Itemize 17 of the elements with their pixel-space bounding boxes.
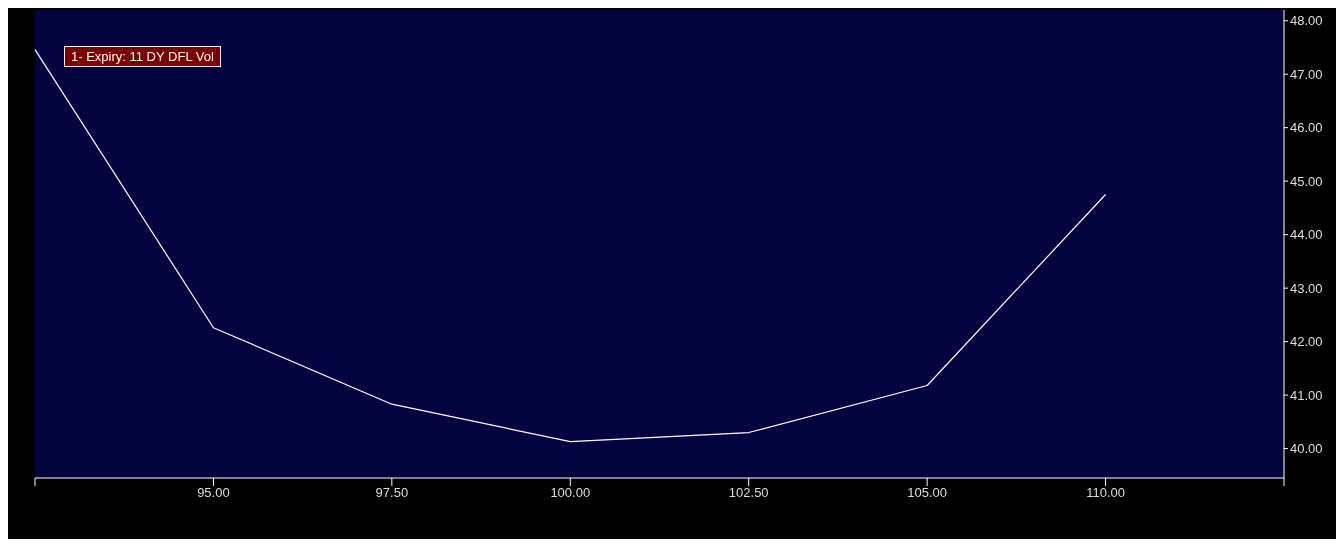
y-tick-label: 41.00 xyxy=(1290,387,1323,403)
y-tick-label: 40.00 xyxy=(1290,441,1323,457)
x-tick-label: 102.50 xyxy=(728,485,769,501)
line-series xyxy=(34,48,1107,443)
x-tick-label: 100.00 xyxy=(550,485,591,501)
y-tick-label: 48.00 xyxy=(1290,13,1323,29)
y-tick-label: 47.00 xyxy=(1290,66,1323,82)
x-tick-label: 110.00 xyxy=(1086,485,1125,501)
x-tick-label: 95.00 xyxy=(197,485,230,501)
y-tick-label: 44.00 xyxy=(1290,227,1323,243)
series-label: 1- Expiry: 11 DY DFL Vol xyxy=(64,46,221,67)
x-tick-label: 97.50 xyxy=(375,485,409,501)
y-tick-label: 46.00 xyxy=(1290,120,1323,136)
y-tick-label: 42.00 xyxy=(1290,334,1323,350)
x-tick-label: 105.00 xyxy=(907,485,948,501)
y-tick-label: 43.00 xyxy=(1290,280,1323,296)
y-tick-label: 45.00 xyxy=(1290,173,1323,189)
